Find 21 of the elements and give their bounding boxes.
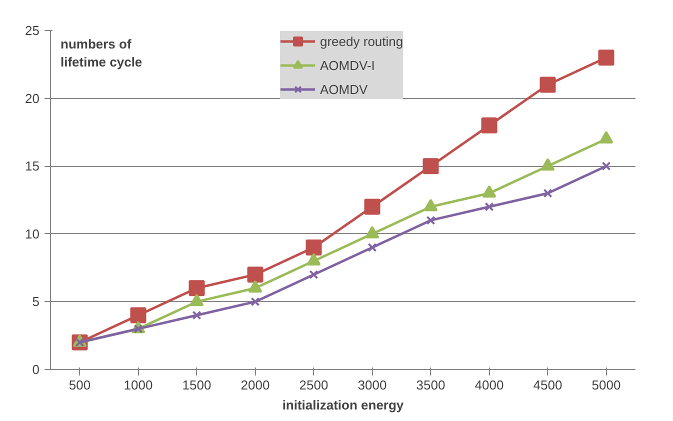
y-tick-label: 15 <box>25 158 40 174</box>
legend-label: AOMDV <box>320 82 368 96</box>
x-tick-label: 4500 <box>533 378 562 392</box>
x-tick-label: 2500 <box>299 378 328 392</box>
x-tick-label: 5000 <box>592 378 621 392</box>
y-tick-label: 0 <box>32 362 40 377</box>
y-tick-label: 10 <box>25 226 40 242</box>
x-tick-label: 1000 <box>124 378 153 392</box>
x-axis-title: initialization energy <box>282 398 404 412</box>
x-tick-label: 500 <box>68 378 91 392</box>
legend-label: greedy routing <box>320 34 404 48</box>
legend-label: AOMDV-I <box>320 58 375 72</box>
x-tick-label: 3500 <box>416 378 446 392</box>
y-tick-label: 20 <box>25 90 40 106</box>
x-tick-label: 2000 <box>240 378 270 392</box>
x-tick-label: 3000 <box>358 378 387 392</box>
y-tick-label: 5 <box>32 294 40 310</box>
x-tick-label: 4000 <box>474 378 504 392</box>
y-axis-title: numbers of lifetime cycle <box>60 36 142 70</box>
x-tick-label: 1500 <box>182 378 212 392</box>
y-tick-label: 25 <box>25 23 40 38</box>
